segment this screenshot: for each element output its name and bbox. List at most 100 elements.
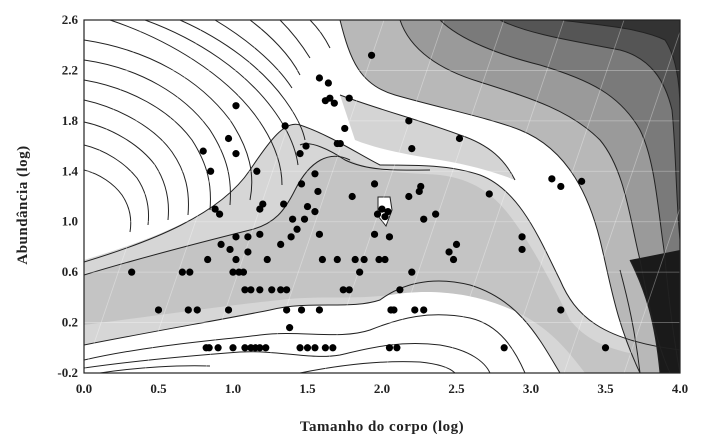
data-point [405,117,413,125]
data-point [420,215,428,223]
data-point [256,230,264,238]
data-point [286,324,294,332]
grid-line [263,20,385,373]
grid-line [623,207,680,373]
data-point [315,306,324,314]
data-point [226,245,234,254]
data-point [396,286,404,294]
grid-line [203,20,325,373]
data-point [232,150,240,158]
data-point [385,344,394,352]
data-point [232,233,240,241]
data-point [321,344,329,352]
data-point [303,202,312,211]
data-point [548,175,556,183]
data-point [356,268,364,276]
data-point [333,139,341,148]
data-point [345,94,353,102]
data-point [367,51,376,59]
y-axis-ticks: -0.2 0.2 0.6 1.0 1.4 1.8 2.2 2.6 [57,12,78,380]
data-point [314,187,322,196]
data-point [405,192,413,201]
y-tick-label: 0.6 [62,264,79,279]
data-point [214,344,222,352]
data-point [375,255,383,264]
data-point [324,79,332,87]
x-tick-label: 2.5 [448,381,465,396]
data-point [202,344,210,352]
grid-line [84,20,205,373]
data-point [326,94,334,102]
x-tick-label: 4.0 [672,381,688,396]
grid-line [143,20,265,373]
data-point [500,344,508,352]
data-point [277,240,285,249]
x-axis-title: Tamanho do corpo (log) [300,419,464,435]
x-tick-label: 1.0 [225,381,241,396]
data-point [311,208,319,216]
data-point [256,286,264,294]
data-point [128,268,136,276]
x-tick-label: 0.0 [76,381,92,396]
data-point [330,99,338,107]
data-point [445,248,453,256]
x-tick-label: 1.5 [299,381,316,396]
data-point [283,286,291,294]
y-tick-label: 1.0 [62,214,78,229]
grid-line [563,30,680,373]
data-point [199,147,207,155]
data-point [178,268,186,276]
grid-line [684,20,707,373]
data-point [293,225,301,233]
data-point [315,230,324,238]
data-point [390,306,398,314]
y-tick-label: 0.2 [62,315,78,330]
data-point [193,306,201,314]
x-tick-label: 3.0 [523,381,539,396]
data-point [277,286,285,294]
data-point [339,286,347,294]
x-tick-label: 0.5 [150,381,167,396]
data-point [256,344,264,352]
data-point [420,306,428,314]
data-point [184,306,192,314]
contour-bands [84,20,680,373]
data-point [302,142,310,150]
data-point [297,306,306,314]
grid-line [503,20,625,373]
data-points [128,51,610,352]
data-point [557,306,565,314]
x-tick-label: 2.0 [374,381,390,396]
data-point [329,344,337,352]
data-point [241,286,249,294]
data-point [381,255,389,264]
data-point [244,248,252,256]
data-point [408,268,416,276]
y-tick-label: 2.2 [62,62,78,77]
data-point [341,124,349,133]
data-point [247,286,255,294]
data-point [204,255,212,264]
data-point [186,268,194,276]
data-point [224,306,233,314]
data-point [417,182,425,191]
data-point [408,144,416,153]
data-point [296,150,304,158]
data-point [518,245,526,254]
data-point [300,215,309,223]
data-point [333,255,341,264]
grid-line [84,20,145,198]
data-point [297,180,306,188]
data-point [217,240,225,249]
data-point [452,240,461,249]
data-point [348,192,356,201]
data-point [289,215,297,223]
grid-line [383,20,505,373]
data-point [215,210,224,218]
data-point [262,344,270,352]
y-tick-label: -0.2 [57,365,78,380]
data-point [303,344,312,352]
data-point [345,286,353,294]
data-point [280,200,288,208]
data-point [253,167,261,175]
